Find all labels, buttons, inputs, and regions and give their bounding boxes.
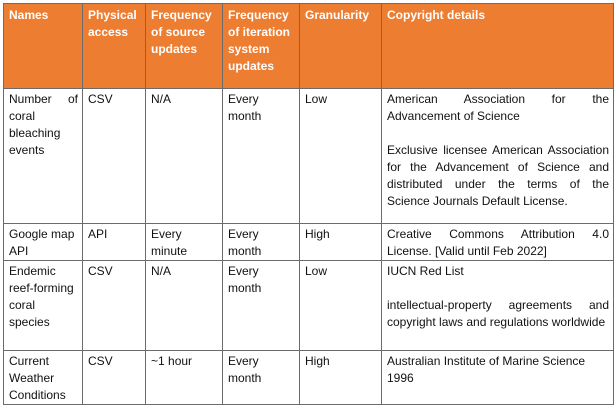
cell-copyright: Australian Institute of Marine Science 1… [381, 350, 614, 405]
cell-access: API [82, 223, 146, 261]
table-header: Names Physical access Frequency of sourc… [3, 3, 614, 89]
cell-copyright: American Association for the Advancement… [381, 88, 614, 224]
table-body: Number of coral bleaching events CSV N/A… [3, 88, 614, 405]
paragraph-spacer [387, 280, 609, 297]
cell-source-frequency: ~1 hour [145, 350, 223, 405]
data-sources-table: Names Physical access Frequency of sourc… [3, 3, 614, 405]
copyright-paragraph: intellectual-property agreements and cop… [387, 298, 609, 329]
cell-access: CSV [82, 350, 146, 405]
cell-copyright: IUCN Red List intellectual-property agre… [381, 260, 614, 351]
table-row: Number of coral bleaching events CSV N/A… [3, 88, 614, 224]
cell-source-frequency: N/A [145, 260, 223, 351]
cell-name: Current Weather Conditions [3, 350, 83, 405]
header-iteration-update-frequency: Frequency of iteration system updates [222, 3, 300, 89]
header-row: Names Physical access Frequency of sourc… [3, 3, 614, 89]
cell-name: Number of coral bleaching events [3, 88, 83, 224]
cell-granularity: Low [299, 260, 382, 351]
cell-name: Endemic reef-forming coral species [3, 260, 83, 351]
cell-iteration-frequency: Every month [222, 350, 300, 405]
cell-iteration-frequency: Every month [222, 260, 300, 351]
table-row: Google map API API Every minute Every mo… [3, 223, 614, 261]
cell-granularity: Low [299, 88, 382, 224]
data-sources-table-container: Names Physical access Frequency of sourc… [3, 3, 614, 405]
cell-granularity: High [299, 223, 382, 261]
cell-access: CSV [82, 260, 146, 351]
copyright-paragraph: Creative Commons Attribution 4.0 License… [387, 227, 609, 258]
cell-source-frequency: N/A [145, 88, 223, 224]
cell-iteration-frequency: Every month [222, 223, 300, 261]
header-granularity: Granularity [299, 3, 382, 89]
copyright-paragraph: American Association for the Advancement… [387, 92, 609, 123]
copyright-paragraph: Australian Institute of Marine Science 1… [387, 354, 586, 385]
cell-iteration-frequency: Every month [222, 88, 300, 224]
cell-granularity: High [299, 350, 382, 405]
header-physical-access: Physical access [82, 3, 146, 89]
copyright-paragraph: IUCN Red List [387, 264, 464, 278]
header-copyright-details: Copyright details [381, 3, 614, 89]
table-row: Endemic reef-forming coral species CSV N… [3, 260, 614, 351]
header-names: Names [3, 3, 83, 89]
cell-name: Google map API [3, 223, 83, 261]
cell-access: CSV [82, 88, 146, 224]
copyright-paragraph: Exclusive licensee American Association … [387, 143, 609, 208]
cell-source-frequency: Every minute [145, 223, 223, 261]
paragraph-spacer [387, 125, 609, 142]
header-source-update-frequency: Frequency of source updates [145, 3, 223, 89]
cell-copyright: Creative Commons Attribution 4.0 License… [381, 223, 614, 261]
table-row: Current Weather Conditions CSV ~1 hour E… [3, 350, 614, 405]
